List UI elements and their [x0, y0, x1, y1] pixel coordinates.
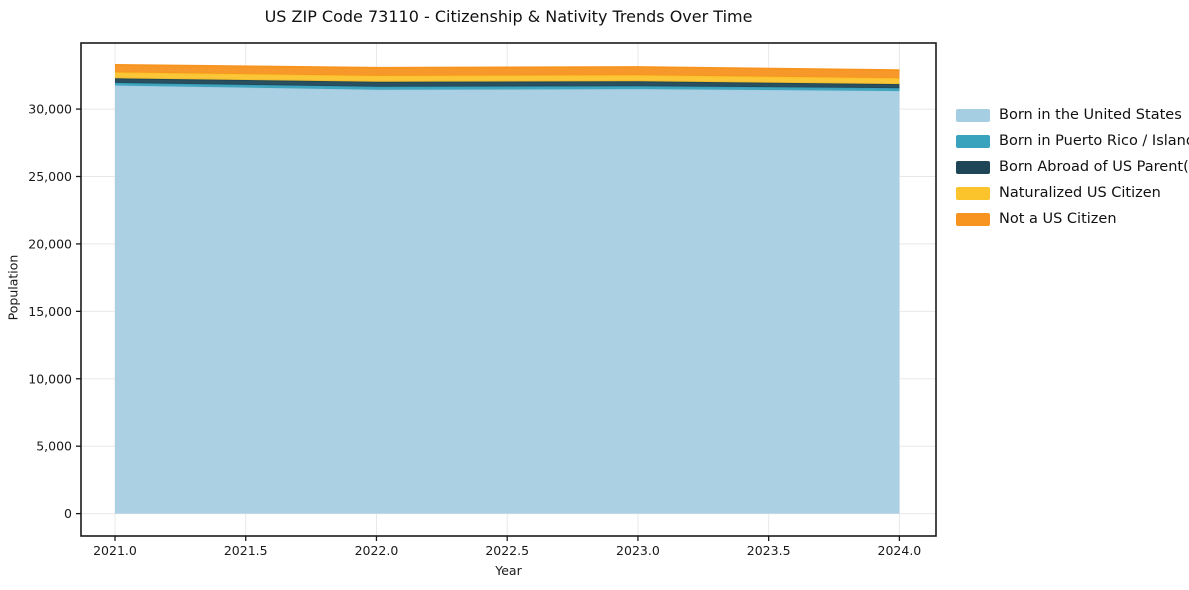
x-tick-label: 2023.5 [747, 543, 791, 558]
x-tick-label: 2022.0 [355, 543, 399, 558]
y-tick-label: 5,000 [36, 439, 72, 454]
area-series-0 [115, 85, 900, 514]
legend: Born in the United States Born in Puerto … [956, 102, 1189, 232]
x-tick-label: 2024.0 [878, 543, 922, 558]
chart-title: US ZIP Code 73110 - Citizenship & Nativi… [264, 7, 753, 26]
x-tick-label: 2021.0 [93, 543, 137, 558]
legend-swatch [956, 186, 990, 200]
legend-swatch [956, 134, 990, 148]
y-tick-label: 20,000 [28, 236, 72, 251]
legend-item: Naturalized US Citizen [956, 180, 1189, 206]
area-series-2 [115, 78, 900, 89]
legend-swatch [956, 212, 990, 226]
legend-label: Born in the United States [999, 107, 1182, 123]
y-tick-label: 25,000 [28, 169, 72, 184]
y-tick-label: 10,000 [28, 371, 72, 386]
x-tick-label: 2021.5 [224, 543, 268, 558]
x-tick-label: 2022.5 [485, 543, 529, 558]
y-tick-label: 30,000 [28, 102, 72, 117]
legend-swatch [956, 160, 990, 174]
legend-item: Born Abroad of US Parent(s) [956, 154, 1189, 180]
legend-swatch [956, 108, 990, 122]
legend-item: Born in the United States [956, 102, 1189, 128]
legend-item: Not a US Citizen [956, 206, 1189, 232]
legend-item: Born in Puerto Rico / Islands [956, 128, 1189, 154]
x-tick-label: 2023.0 [616, 543, 660, 558]
legend-label: Naturalized US Citizen [999, 185, 1161, 201]
plot-frame [80, 42, 937, 537]
legend-label: Born Abroad of US Parent(s) [999, 159, 1189, 175]
area-edge-4 [114, 64, 900, 72]
legend-label: Born in Puerto Rico / Islands [999, 133, 1189, 149]
y-tick-label: 0 [64, 506, 72, 521]
y-tick-label: 15,000 [28, 304, 72, 319]
legend-label: Not a US Citizen [999, 211, 1117, 227]
x-axis-label: Year [495, 563, 522, 578]
